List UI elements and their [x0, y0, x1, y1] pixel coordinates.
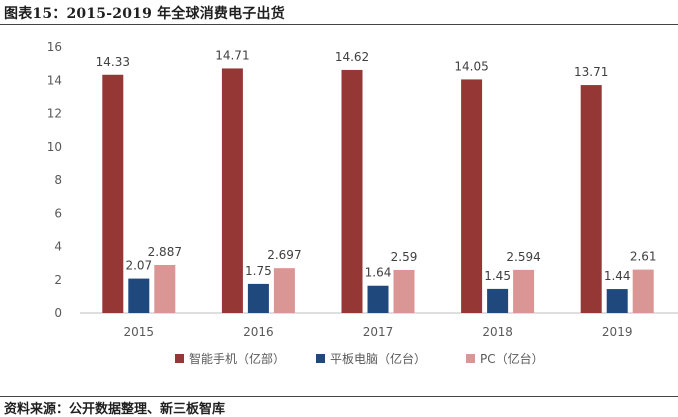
- bar: [487, 288, 509, 313]
- x-tick-label: 2015: [124, 325, 155, 339]
- data-label: 14.33: [96, 55, 130, 69]
- bars: [102, 68, 654, 313]
- y-tick-label: 2: [54, 273, 62, 287]
- figure-title: 图表15：2015-2019 年全球消费电子出货: [4, 6, 285, 22]
- x-tick-label: 2016: [243, 325, 274, 339]
- y-tick-label: 6: [54, 206, 62, 220]
- data-labels: 14.33 2.072.887 14.71 1.75 2.697 14.62 1.64 2.5…: [96, 48, 657, 283]
- y-tick-label: 10: [47, 140, 62, 154]
- bar: [632, 269, 654, 313]
- data-label: 2.594: [506, 250, 540, 264]
- bar: [341, 69, 363, 313]
- data-label: 1.64: [365, 266, 392, 280]
- bar-chart: 0 2 4 6 8 10 12 14 16 2015 2016 2017 2018 2019 14.33…: [47, 40, 678, 366]
- data-label: 2.61: [630, 250, 657, 264]
- data-label: 13.71: [574, 65, 608, 79]
- bar: [221, 68, 243, 313]
- bar: [102, 74, 124, 313]
- legend-label: PC（亿台）: [480, 351, 544, 366]
- title-rule: [0, 24, 678, 25]
- x-tick-label: 2018: [482, 325, 513, 339]
- bar: [247, 283, 269, 313]
- y-tick-label: 12: [47, 107, 62, 121]
- bar: [580, 85, 602, 313]
- y-tick-label: 8: [54, 173, 62, 187]
- bar: [154, 265, 176, 313]
- y-tick-label: 0: [54, 306, 62, 320]
- data-label: 1.45: [484, 269, 511, 283]
- data-label: 14.62: [335, 50, 369, 64]
- data-label: 2.07: [125, 259, 152, 273]
- legend: 智能手机（亿部） 平板电脑（亿台） PC（亿台）: [175, 351, 544, 366]
- x-tick-label: 2017: [363, 325, 394, 339]
- bar: [606, 289, 628, 313]
- legend-label: 智能手机（亿部）: [189, 351, 285, 366]
- source-note: 资料来源：公开数据整理、新三板智库: [4, 402, 226, 417]
- data-label: 1.75: [245, 264, 272, 278]
- data-label: 2.887: [148, 245, 182, 259]
- bar: [513, 269, 535, 313]
- y-tick-label: 16: [47, 40, 62, 54]
- source-rule: [0, 396, 678, 397]
- y-tick-label: 14: [47, 73, 62, 87]
- bar: [273, 268, 295, 313]
- legend-swatch: [175, 354, 184, 363]
- data-label: 1.44: [604, 269, 631, 283]
- legend-swatch: [316, 354, 325, 363]
- data-label: 14.71: [215, 48, 249, 62]
- y-axis: 0 2 4 6 8 10 12 14 16: [47, 40, 62, 320]
- y-tick-label: 4: [54, 240, 62, 254]
- bar: [128, 278, 150, 313]
- bar: [367, 285, 389, 313]
- data-label: 14.05: [454, 59, 488, 73]
- data-label: 2.59: [391, 250, 418, 264]
- data-label: 2.697: [267, 248, 301, 262]
- legend-label: 平板电脑（亿台）: [330, 351, 426, 366]
- bar: [393, 269, 415, 313]
- x-tick-label: 2019: [602, 325, 633, 339]
- legend-swatch: [466, 354, 475, 363]
- bar: [461, 79, 483, 313]
- x-axis: 2015 2016 2017 2018 2019: [80, 312, 678, 339]
